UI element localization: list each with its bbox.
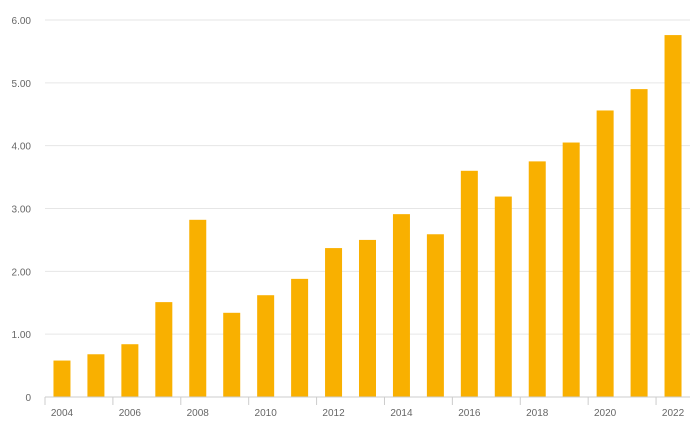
bar-2019: [562, 142, 580, 397]
bar-2015: [426, 234, 444, 397]
bar-2020: [596, 110, 614, 397]
bar-2009: [223, 312, 241, 397]
bar-2012: [325, 248, 343, 397]
bar-2018: [528, 161, 546, 398]
gridlines: [45, 19, 690, 335]
y-tick-label: 0: [25, 393, 31, 404]
bar-2017: [494, 196, 512, 397]
y-tick-label: 6.00: [12, 16, 32, 27]
y-tick-label: 5.00: [12, 79, 32, 90]
x-tick-label: 2006: [119, 408, 142, 419]
y-tick-label: 2.00: [12, 267, 32, 278]
bar-2008: [189, 219, 207, 397]
x-tick-label: 2018: [526, 408, 549, 419]
bar-2005: [87, 354, 105, 397]
y-tick-label: 3.00: [12, 205, 32, 216]
x-tick-label: 2016: [458, 408, 481, 419]
bar-2010: [257, 295, 275, 397]
bar-series: [53, 35, 682, 398]
x-tick-label: 2008: [187, 408, 210, 419]
bar-2011: [291, 278, 309, 397]
bar-2013: [359, 239, 376, 397]
bar-2021: [630, 89, 648, 398]
x-tick-label: 2012: [322, 408, 345, 419]
x-tick-label: 2022: [662, 408, 685, 419]
x-tick-label: 2020: [594, 408, 617, 419]
bar-2016: [460, 170, 478, 397]
x-axis: [44, 396, 690, 405]
bar-2004: [53, 360, 71, 397]
y-axis-labels: 0 1.00 2.00 3.00 4.00 5.00 6.00: [12, 16, 32, 404]
bar-2022: [664, 35, 682, 397]
x-tick-label: 2010: [255, 408, 278, 419]
x-axis-labels: 2004 2006 2008 2010 2012 2014 2016 2018 2020 2022: [51, 408, 685, 419]
bar-2006: [121, 344, 139, 397]
y-tick-label: 4.00: [12, 142, 32, 153]
x-tick-label: 2004: [51, 408, 74, 419]
bar-2007: [155, 302, 173, 397]
y-tick-label: 1.00: [12, 330, 32, 341]
x-tick-label: 2014: [390, 408, 413, 419]
bar-2014: [392, 214, 410, 397]
